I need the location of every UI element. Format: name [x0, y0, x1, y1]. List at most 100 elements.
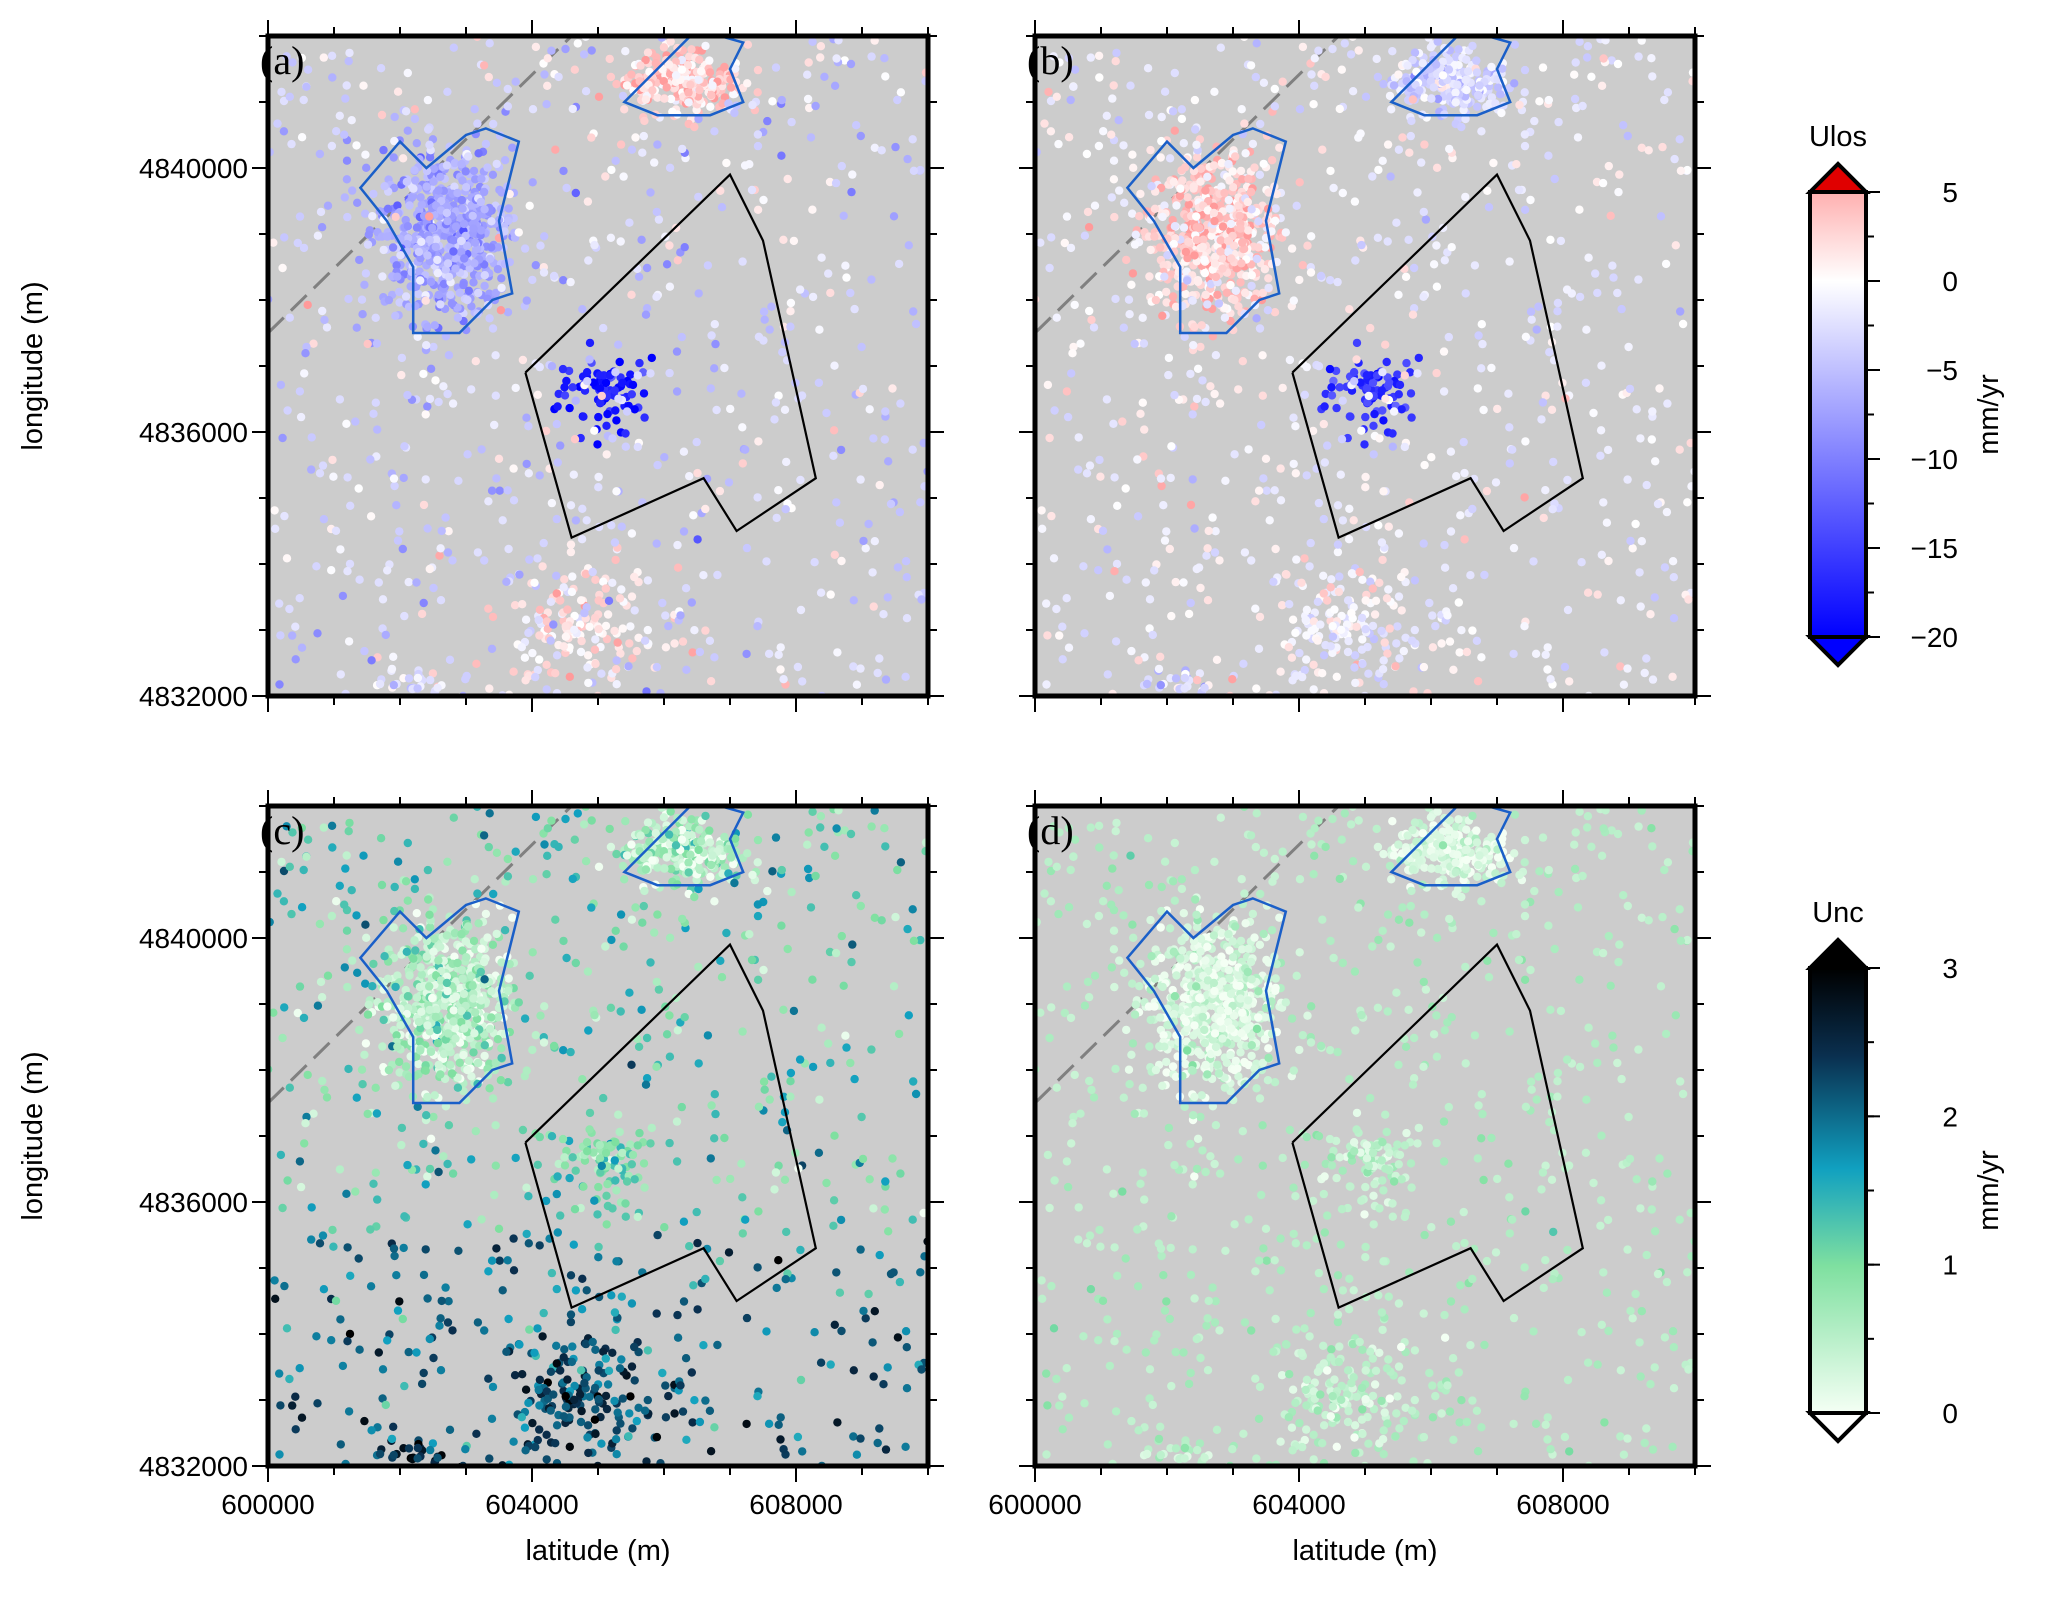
data-point: [568, 1342, 577, 1351]
data-point: [893, 865, 902, 875]
data-point: [395, 527, 404, 536]
data-point: [1361, 483, 1370, 492]
data-point: [1193, 277, 1203, 286]
data-point: [1428, 643, 1438, 652]
data-point: [1461, 75, 1470, 85]
data-point: [1543, 665, 1552, 674]
data-point: [583, 377, 592, 386]
data-point: [389, 1450, 398, 1460]
data-point: [1366, 577, 1375, 586]
data-point: [585, 355, 594, 364]
data-point: [335, 111, 344, 121]
data-point: [793, 1432, 803, 1442]
data-point: [492, 929, 501, 939]
data-point: [417, 200, 426, 209]
data-point: [524, 628, 533, 638]
data-point: [327, 821, 337, 830]
data-point: [441, 513, 450, 522]
data-point: [1300, 554, 1309, 563]
data-point: [1288, 615, 1298, 624]
data-point: [556, 441, 565, 450]
data-point: [1440, 540, 1449, 550]
data-point: [410, 105, 419, 114]
data-point: [413, 1102, 422, 1112]
data-point: [1608, 261, 1617, 270]
data-point: [479, 187, 489, 197]
data-point: [661, 643, 671, 652]
data-point: [653, 863, 662, 872]
data-point: [1103, 545, 1112, 554]
data-point: [542, 1430, 551, 1440]
data-point: [707, 1101, 716, 1110]
data-point: [774, 1161, 783, 1170]
data-point: [1292, 555, 1301, 564]
data-point: [1171, 577, 1180, 587]
data-point: [411, 946, 420, 955]
data-point: [576, 1417, 586, 1427]
data-point: [665, 282, 675, 291]
data-point: [1156, 153, 1165, 162]
data-point: [444, 1042, 454, 1052]
data-point: [1554, 117, 1563, 127]
data-point: [1670, 154, 1679, 164]
data-point: [505, 189, 514, 199]
data-point: [443, 986, 452, 996]
data-point: [576, 596, 586, 605]
data-point: [1626, 536, 1635, 546]
data-point: [351, 417, 360, 426]
data-point: [1463, 67, 1473, 76]
data-point: [798, 677, 807, 686]
data-point: [772, 513, 781, 523]
data-point: [1186, 500, 1196, 510]
data-point: [522, 459, 531, 469]
data-point: [608, 578, 617, 587]
data-point: [1547, 405, 1557, 414]
data-point: [450, 1024, 460, 1033]
data-point: [1076, 339, 1085, 348]
data-point: [570, 835, 579, 844]
data-point: [1408, 310, 1418, 319]
data-point: [1150, 232, 1159, 241]
data-point: [808, 292, 818, 302]
data-point: [509, 667, 518, 676]
data-point: [894, 259, 904, 269]
data-point: [1224, 236, 1233, 246]
data-point: [344, 294, 353, 304]
data-point: [1457, 19, 1465, 27]
data-point: [279, 127, 289, 136]
data-point: [1221, 476, 1230, 485]
data-point: [362, 933, 371, 942]
data-point: [1188, 296, 1197, 305]
data-point: [1240, 548, 1250, 557]
data-point: [1477, 127, 1486, 136]
data-point: [391, 1081, 400, 1091]
data-point: [1617, 304, 1626, 314]
data-point: [497, 283, 506, 293]
data-point: [393, 87, 403, 96]
data-point: [1045, 433, 1054, 443]
data-point: [458, 176, 467, 185]
data-point: [341, 94, 350, 103]
data-point: [842, 273, 851, 282]
data-point: [762, 557, 771, 566]
data-point: [1050, 406, 1059, 415]
data-point: [1596, 426, 1606, 435]
data-point: [652, 539, 661, 548]
data-point: [277, 87, 286, 97]
data-point: [720, 832, 729, 842]
data-point: [442, 972, 452, 981]
data-point: [453, 188, 462, 198]
data-point: [1105, 591, 1115, 601]
data-point: [487, 217, 496, 226]
data-point: [880, 824, 889, 833]
data-point: [457, 1018, 466, 1027]
data-point: [1203, 300, 1212, 309]
data-point: [1239, 244, 1249, 254]
data-point: [1043, 631, 1052, 640]
data-point: [1493, 83, 1503, 92]
data-point: [1086, 53, 1096, 62]
data-point: [467, 302, 476, 311]
data-point: [764, 649, 774, 658]
data-point: [477, 226, 486, 235]
